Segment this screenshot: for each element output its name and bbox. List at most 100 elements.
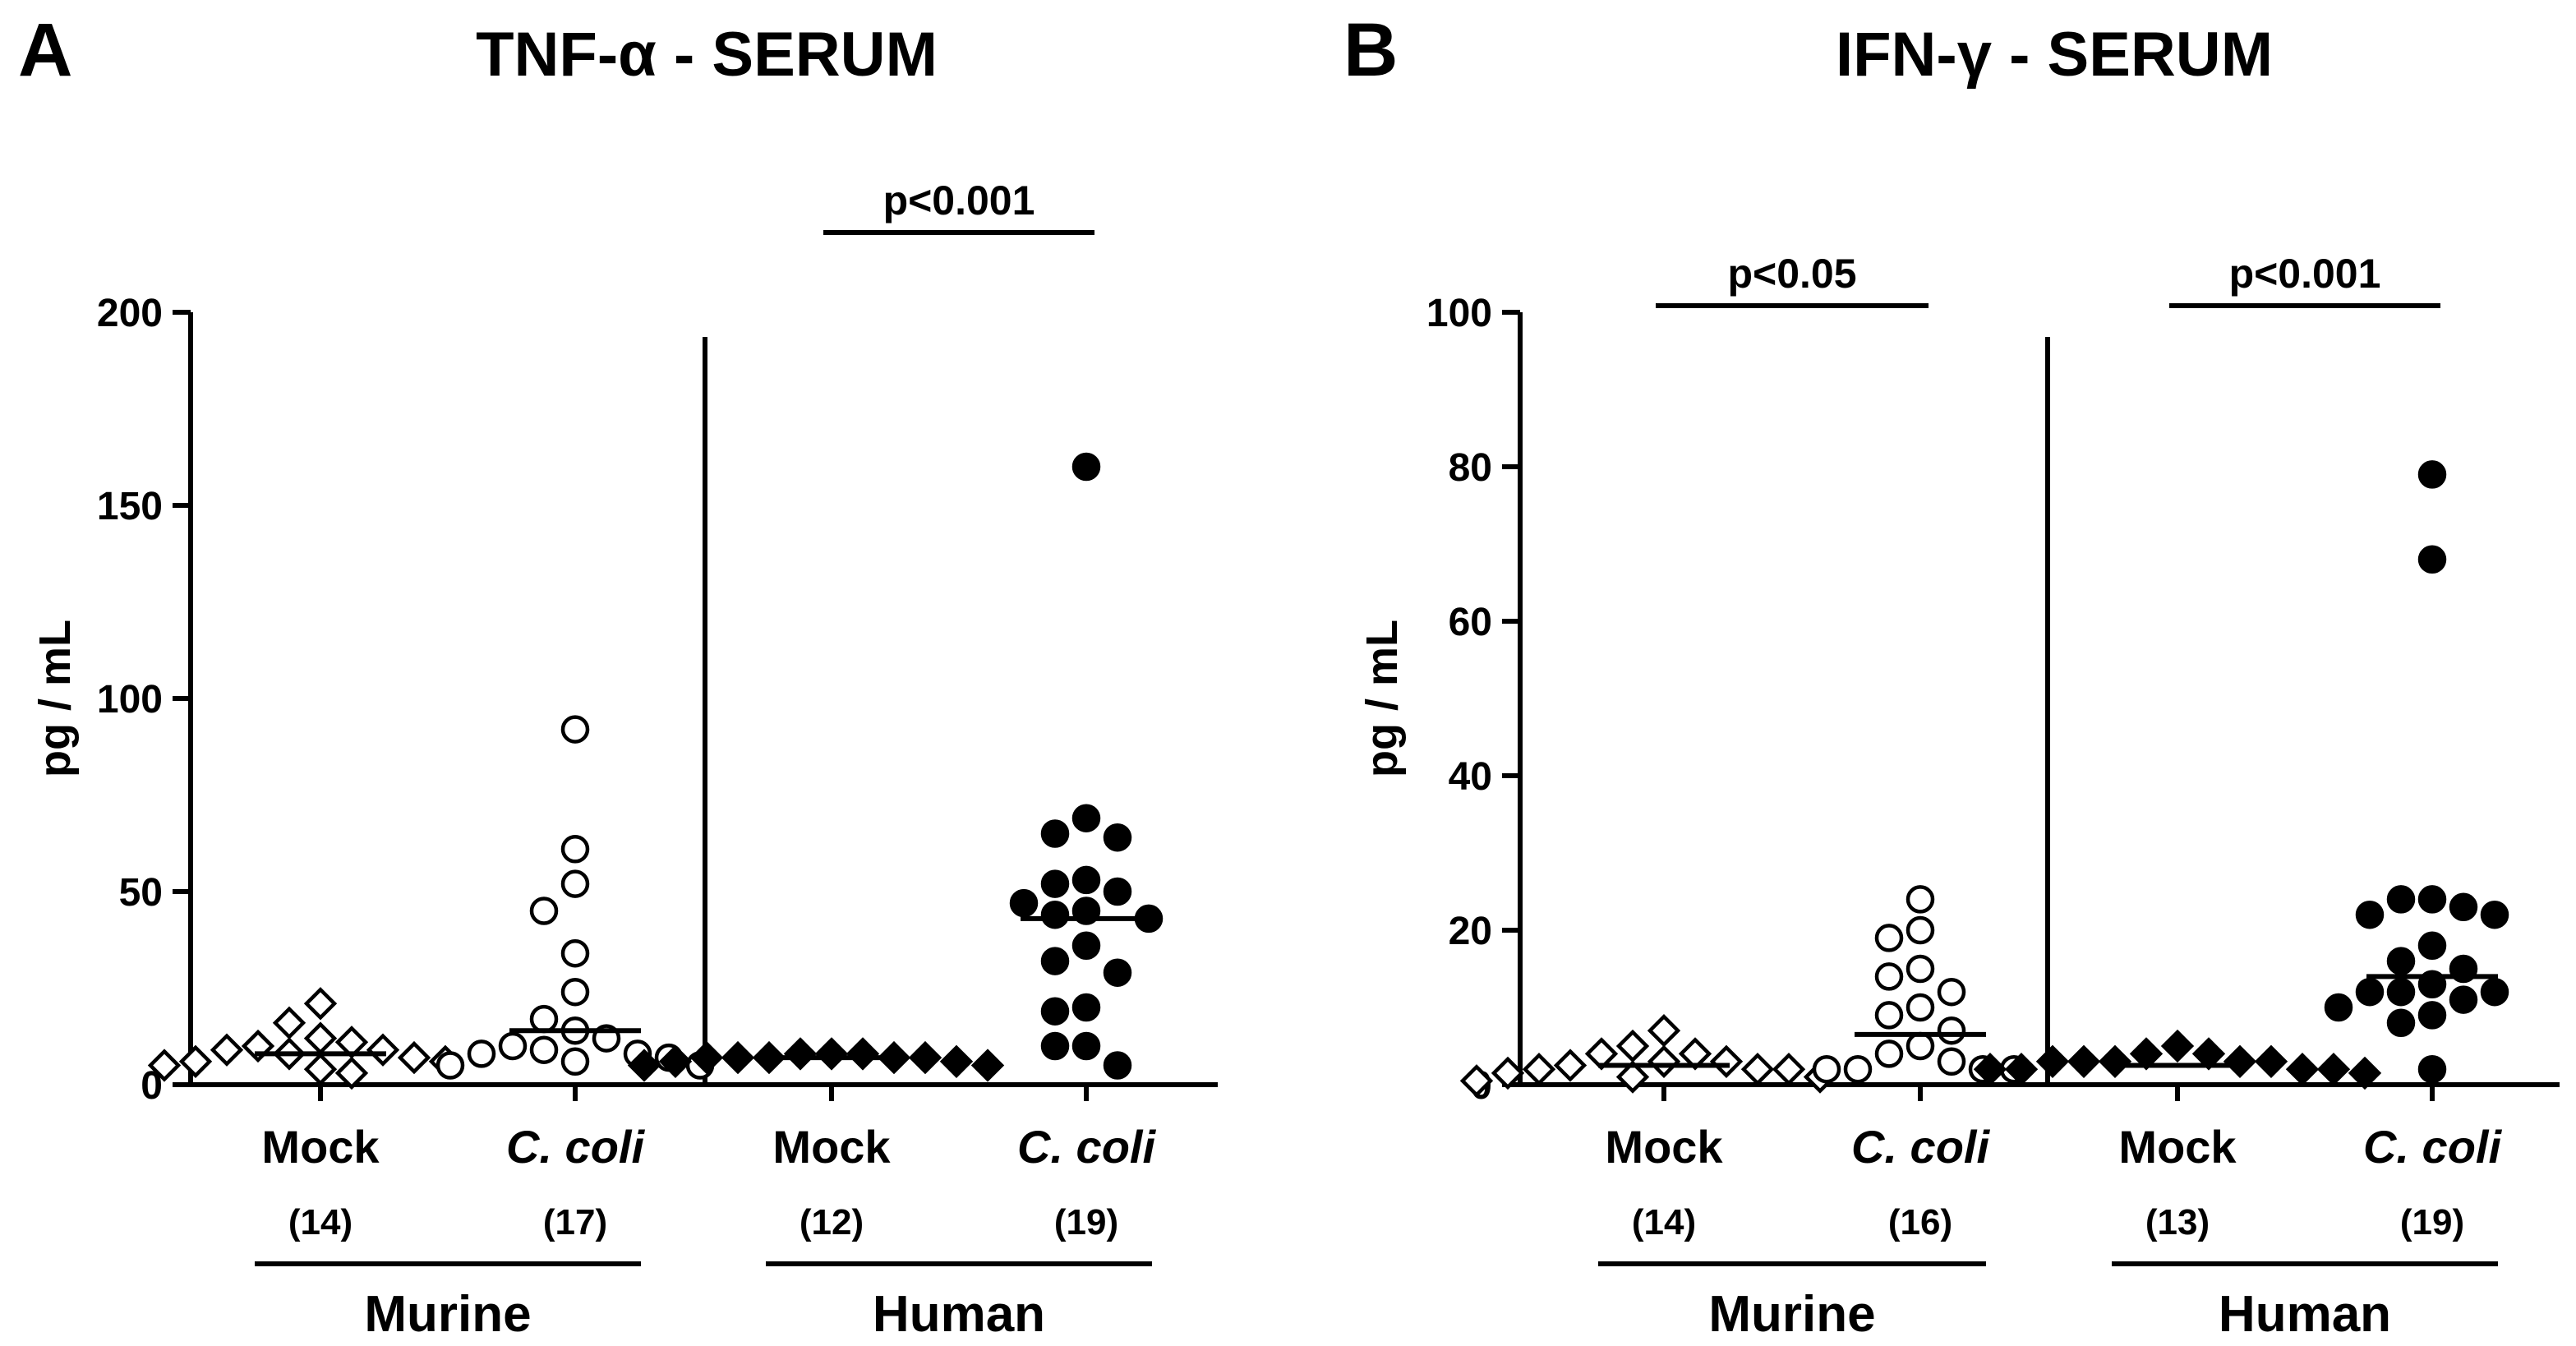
data-point bbox=[939, 1044, 974, 1078]
data-point bbox=[2316, 1053, 2351, 1086]
data-point bbox=[2223, 1044, 2257, 1078]
y-tick-label: 50 bbox=[119, 871, 163, 915]
data-point bbox=[1615, 1029, 1650, 1063]
data-point bbox=[1040, 869, 1070, 898]
data-point bbox=[1874, 924, 1904, 952]
data-point bbox=[2417, 1054, 2447, 1084]
data-point bbox=[783, 1037, 818, 1071]
category-label: Mock bbox=[261, 1121, 380, 1173]
y-tick-label: 20 bbox=[1449, 910, 1492, 953]
data-point bbox=[1906, 993, 1935, 1022]
y-tick-label: 100 bbox=[97, 678, 163, 721]
data-point bbox=[210, 1033, 244, 1067]
data-point bbox=[2417, 885, 2447, 914]
data-point bbox=[560, 1047, 590, 1076]
category-label: C. coli bbox=[2363, 1121, 2502, 1173]
data-point bbox=[2480, 900, 2509, 929]
data-point bbox=[272, 1006, 306, 1039]
data-point bbox=[1874, 962, 1904, 991]
data-point bbox=[1906, 1031, 1935, 1061]
data-point bbox=[658, 1044, 693, 1078]
data-point bbox=[1553, 1049, 1588, 1082]
data-point bbox=[560, 835, 590, 864]
data-point bbox=[2160, 1029, 2195, 1063]
data-point bbox=[2355, 900, 2385, 929]
category-label: C. coli bbox=[1017, 1121, 1156, 1173]
data-point bbox=[1740, 1053, 1775, 1086]
data-point bbox=[435, 1051, 465, 1080]
data-point bbox=[1615, 1060, 1650, 1094]
data-point bbox=[178, 1044, 213, 1078]
data-point bbox=[1071, 865, 1101, 895]
data-point bbox=[366, 1033, 400, 1067]
data-point bbox=[529, 1004, 559, 1034]
data-point bbox=[560, 715, 590, 744]
data-point bbox=[1103, 823, 1132, 852]
category-label: C. coli bbox=[1851, 1121, 1990, 1173]
data-point bbox=[1103, 877, 1132, 906]
group-label: Human bbox=[873, 1286, 1045, 1343]
data-point bbox=[1040, 819, 1070, 848]
data-point bbox=[397, 1040, 431, 1075]
data-point bbox=[303, 1053, 338, 1086]
y-axis-label: pg / mL bbox=[1357, 620, 1407, 777]
data-point bbox=[1040, 900, 1070, 929]
sample-size-label: (17) bbox=[543, 1202, 607, 1242]
category-label: Mock bbox=[772, 1121, 891, 1173]
data-point bbox=[2386, 977, 2416, 1007]
data-point bbox=[529, 1035, 559, 1064]
p-value-label: p<0.05 bbox=[1727, 251, 1856, 297]
data-point bbox=[2067, 1044, 2101, 1078]
data-point bbox=[2035, 1044, 2070, 1078]
data-point bbox=[2285, 1053, 2320, 1086]
data-point bbox=[1040, 1031, 1070, 1061]
chart-title: TNF-α - SERUM bbox=[476, 20, 938, 90]
data-point bbox=[689, 1040, 724, 1075]
p-value-label: p<0.001 bbox=[2229, 251, 2381, 297]
data-point bbox=[2417, 931, 2447, 961]
panel-letter: A bbox=[18, 8, 72, 92]
data-point bbox=[1491, 1056, 1525, 1090]
data-point bbox=[2417, 460, 2447, 489]
data-point bbox=[1937, 1047, 1966, 1076]
data-point bbox=[2098, 1044, 2132, 1078]
data-point bbox=[1071, 931, 1101, 961]
data-point bbox=[1906, 954, 1935, 984]
data-point bbox=[2348, 1056, 2382, 1090]
data-point bbox=[560, 938, 590, 968]
data-point bbox=[498, 1031, 528, 1061]
data-point bbox=[1906, 915, 1935, 945]
data-point bbox=[560, 869, 590, 898]
data-point bbox=[1040, 997, 1070, 1026]
data-point bbox=[846, 1037, 880, 1071]
group-label: Murine bbox=[364, 1286, 531, 1343]
data-point bbox=[1071, 452, 1101, 482]
data-point bbox=[1103, 958, 1132, 987]
data-point bbox=[1522, 1053, 1556, 1086]
y-tick-label: 200 bbox=[97, 292, 163, 335]
sample-size-label: (12) bbox=[800, 1202, 864, 1242]
data-point bbox=[1973, 1053, 2007, 1086]
category-label: Mock bbox=[2118, 1121, 2237, 1173]
data-point bbox=[2449, 892, 2478, 922]
data-point bbox=[2386, 1008, 2416, 1038]
sample-size-label: (19) bbox=[2400, 1202, 2464, 1242]
data-point bbox=[2417, 545, 2447, 574]
y-tick-label: 80 bbox=[1449, 446, 1492, 490]
data-point bbox=[2417, 1001, 2447, 1030]
data-point bbox=[970, 1049, 1005, 1082]
data-point bbox=[1647, 1044, 1681, 1078]
panel-letter: B bbox=[1343, 8, 1398, 92]
data-point bbox=[467, 1039, 496, 1068]
data-point bbox=[1874, 1039, 1904, 1068]
data-point bbox=[721, 1040, 755, 1075]
data-point bbox=[1071, 804, 1101, 832]
chart-title: IFN-γ - SERUM bbox=[1836, 20, 2273, 90]
data-point bbox=[2449, 985, 2478, 1014]
sample-size-label: (13) bbox=[2145, 1202, 2210, 1242]
data-point bbox=[1709, 1044, 1744, 1078]
data-point bbox=[627, 1049, 661, 1082]
data-point bbox=[1071, 1031, 1101, 1061]
data-point bbox=[1647, 1014, 1681, 1048]
